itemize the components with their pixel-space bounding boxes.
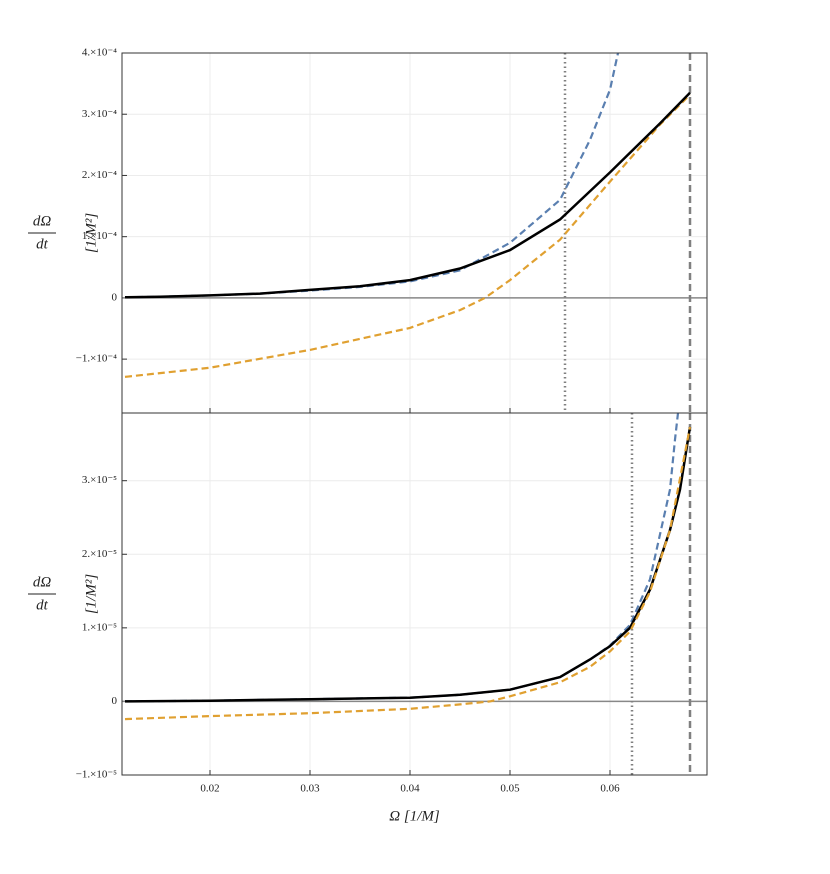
x-tick-label: 0.02 <box>200 783 219 795</box>
series-line <box>124 426 692 703</box>
y-label-unit: [1/M²] <box>83 213 99 253</box>
y-tick-label: 0 <box>112 291 118 303</box>
y-label-den: dt <box>36 597 49 613</box>
series-line <box>124 413 680 703</box>
frame <box>121 412 708 776</box>
x-tick-label: 0.03 <box>300 783 320 795</box>
y-tick-label: 3.×10⁻⁴ <box>82 108 117 120</box>
series-line <box>124 426 692 721</box>
y-tick-label: 4.×10⁻⁴ <box>82 47 117 59</box>
y-label-num: dΩ <box>33 213 52 229</box>
y-label-unit: [1/M²] <box>83 574 99 614</box>
y-tick-label: 0 <box>112 695 118 707</box>
x-tick-label: 0.04 <box>400 783 420 795</box>
y-label-den: dt <box>36 236 49 252</box>
y-tick-label: −1.×10⁻⁵ <box>76 769 117 781</box>
y-tick-label: 1.×10⁻⁵ <box>82 621 117 633</box>
series-line <box>124 93 691 378</box>
y-tick-label: 3.×10⁻⁵ <box>82 474 117 486</box>
y-tick-label: −1.×10⁻⁴ <box>76 353 117 365</box>
x-tick-label: 0.06 <box>600 783 620 795</box>
y-tick-label: 1.×10⁻⁴ <box>82 230 117 242</box>
y-tick-label: 2.×10⁻⁵ <box>82 548 117 560</box>
x-label: Ω [1/M] <box>389 808 440 824</box>
x-tick-label: 0.05 <box>500 783 520 795</box>
y-tick-label: 2.×10⁻⁴ <box>82 169 117 181</box>
series-line <box>124 91 691 299</box>
y-label-num: dΩ <box>33 574 52 590</box>
